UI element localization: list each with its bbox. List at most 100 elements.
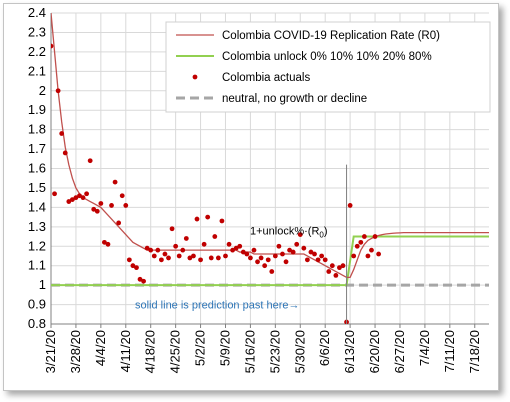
actual-point (376, 251, 382, 257)
actual-point (287, 247, 292, 253)
actual-point (169, 226, 175, 232)
actual-point (105, 241, 111, 247)
y-tick-label: 1.4 (28, 199, 46, 214)
actual-point (329, 263, 335, 269)
actual-point (219, 218, 225, 224)
actual-point (297, 232, 303, 237)
x-tick-label: 7/11/20 (442, 330, 457, 372)
actual-point (109, 203, 114, 208)
actual-point (372, 234, 378, 239)
actual-point (358, 239, 364, 245)
y-tick-label: 0.8 (28, 316, 46, 331)
y-tick-label: 1.8 (28, 122, 46, 137)
legend-label: Colombia unlock 0% 10% 10% 20% 80% (222, 51, 432, 63)
actual-point (141, 278, 146, 284)
legend-label: Colombia actuals (222, 72, 310, 84)
actual-point (66, 199, 72, 204)
actual-point (215, 255, 221, 261)
replication-rate-line (51, 13, 489, 279)
actual-point (162, 251, 168, 257)
actual-point (205, 214, 211, 220)
actual-point (354, 243, 360, 249)
actual-point (198, 257, 203, 263)
actual-point (112, 179, 118, 185)
actual-point (337, 265, 342, 271)
actual-point (223, 253, 228, 259)
actual-point (308, 249, 314, 255)
actual-point (304, 257, 310, 263)
y-tick-label: 1.1 (28, 258, 46, 273)
prediction-annotation: solid line is prediction past here→ (135, 300, 299, 312)
x-tick-label: 7/4/20 (417, 330, 432, 366)
y-tick-label: 1.2 (28, 238, 46, 253)
actual-point (237, 243, 243, 249)
x-tick-label: 6/20/20 (367, 330, 382, 373)
x-tick-label: 3/28/20 (68, 330, 83, 373)
actual-point (158, 257, 164, 263)
actual-point (116, 220, 122, 226)
actual-point (84, 191, 90, 197)
y-tick-label: 2.3 (28, 24, 46, 39)
actual-point (155, 247, 161, 253)
actual-point (55, 88, 61, 94)
actual-point (173, 243, 179, 249)
actual-point (180, 247, 186, 253)
actual-point (269, 269, 275, 274)
actual-point (347, 203, 353, 208)
actual-point (233, 245, 239, 251)
x-tick-label: 5/16/20 (242, 330, 257, 373)
actual-point (312, 251, 317, 257)
actual-point (119, 193, 125, 199)
actual-point (244, 251, 250, 257)
actual-point (194, 216, 200, 222)
formula-annotation: 1+unlock%·(R0) (250, 226, 328, 240)
actual-point (91, 206, 97, 212)
actual-point (130, 263, 136, 269)
actual-point (94, 208, 100, 214)
x-tick-label: 5/23/20 (267, 330, 282, 373)
x-tick-label: 5/9/20 (217, 330, 232, 366)
legend-label: neutral, no growth or decline (222, 93, 367, 105)
actual-point (98, 201, 104, 206)
y-tick-label: 0.9 (28, 297, 46, 312)
x-tick-label: 7/18/20 (467, 330, 482, 373)
actual-point (340, 263, 346, 269)
actual-point (144, 245, 150, 251)
actual-point (333, 273, 339, 278)
actual-point (137, 276, 143, 282)
formula-subscript: 0 (319, 231, 324, 240)
actual-point (258, 255, 264, 261)
actual-point (52, 191, 57, 197)
actual-point (77, 193, 82, 199)
x-tick-label: 6/13/20 (342, 330, 357, 373)
actual-point (134, 265, 139, 271)
actual-point (73, 195, 79, 201)
x-tick-label: 4/18/20 (143, 330, 158, 373)
y-tick-label: 1.5 (28, 180, 46, 195)
chart-svg: 0.8 0.9 1 1.1 1.2 1.3 1.4 1.5 1.6 1.7 1.8 1.9 2 2.1 2.… (28, 5, 491, 373)
actual-point (201, 241, 207, 247)
x-tick-label: 5/2/20 (193, 330, 208, 366)
y-tick-label: 1.9 (28, 102, 46, 117)
actual-point (87, 158, 93, 164)
actual-point (148, 247, 154, 253)
chart-frame: 0.8 0.9 1 1.1 1.2 1.3 1.4 1.5 1.6 1.7 1.8 1.9 2 2.1 2.… (3, 3, 499, 391)
actual-point (251, 247, 257, 253)
actual-point (283, 259, 289, 265)
x-tick-label: 4/25/20 (168, 330, 183, 373)
actual-point (69, 197, 75, 203)
y-tick-label: 1.7 (28, 141, 46, 156)
actual-point (322, 257, 328, 263)
series-group (51, 13, 489, 324)
actual-point (212, 234, 218, 239)
actual-point (176, 253, 182, 259)
actual-point (248, 255, 253, 261)
actual-point (265, 257, 271, 263)
y-tick-label: 2.2 (28, 44, 46, 59)
actual-point (59, 131, 65, 136)
y-tick-label: 2.1 (28, 63, 46, 78)
actual-point (80, 195, 86, 201)
actual-point (301, 245, 307, 251)
actual-point (51, 43, 54, 49)
actual-point (191, 253, 196, 259)
